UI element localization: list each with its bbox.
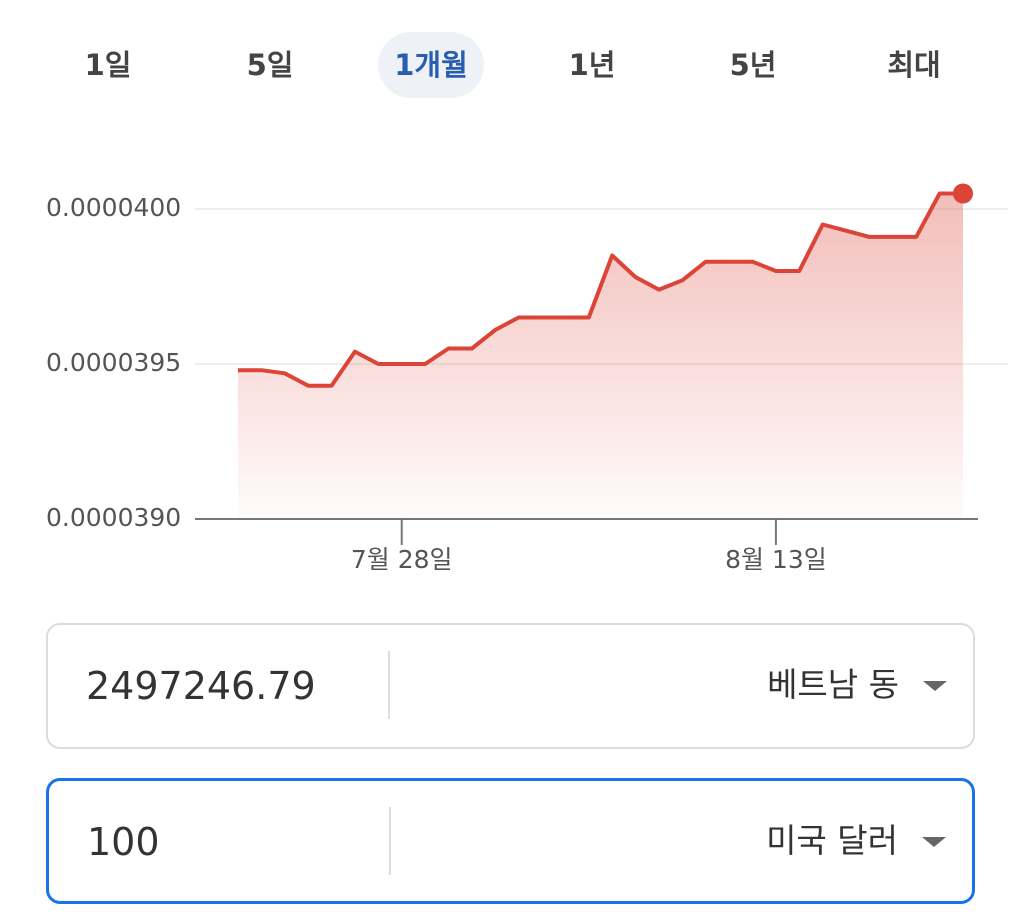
line [238,191,963,388]
area [238,193,963,519]
y-tick-label: 0.0000390 [46,503,181,532]
x-tick-label: 8월 13일 [725,545,827,574]
chart: 0.0000390 0.0000395 0.0000400 7월 28일 8월 13일 [46,183,1008,574]
amount[interactable]: 100 [87,820,160,864]
currency[interactable]: 베트남 동 [767,665,899,704]
y-tick-label: 0.0000395 [46,348,181,377]
range-tab[interactable]: 최대 [887,48,941,82]
amount-box[interactable]: 2497246.79 베트남 동 [46,623,975,749]
currency[interactable]: 미국 달러 [766,821,898,860]
range-tab[interactable]: 1개월 [378,32,484,98]
range-tab[interactable]: 1년 [568,48,616,82]
amount-box[interactable]: 100 미국 달러 [46,778,975,904]
divider [388,651,390,719]
divider [389,807,391,875]
dropdown-arrow[interactable] [923,681,947,691]
y-tick-label: 0.0000400 [46,193,181,222]
end-point [953,183,973,204]
x-tick-label: 7월 28일 [351,545,453,574]
range-tab[interactable]: 5일 [246,48,294,82]
amount[interactable]: 2497246.79 [86,664,316,708]
range-tab[interactable]: 5년 [729,48,777,82]
range-tab[interactable]: 1일 [84,48,132,82]
dropdown-arrow[interactable] [922,837,946,847]
